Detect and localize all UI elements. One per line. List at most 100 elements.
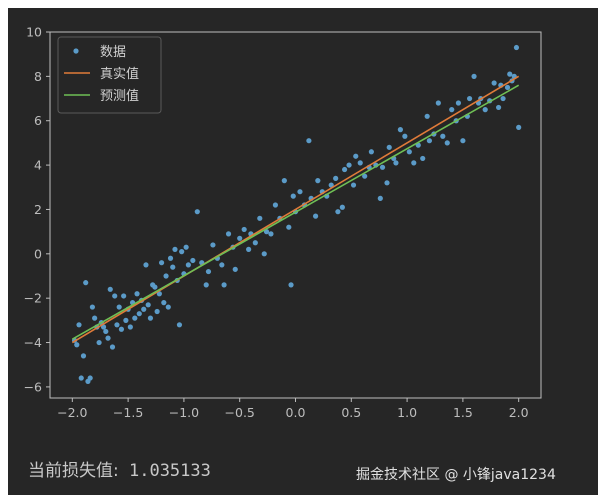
data-point xyxy=(426,138,433,144)
legend-label-data: 数据 xyxy=(100,45,126,60)
x-tick-label: −2.0 xyxy=(57,405,87,420)
data-point xyxy=(185,262,191,268)
data-point xyxy=(353,153,359,159)
data-point xyxy=(444,140,450,146)
data-point xyxy=(368,149,374,155)
data-point xyxy=(83,280,89,286)
loss-readout: 当前损失值: 1.035133 xyxy=(28,456,211,481)
data-point xyxy=(179,249,185,255)
data-point xyxy=(386,144,392,150)
predicted-line xyxy=(71,84,520,340)
data-point xyxy=(306,138,312,144)
x-tick-label: 1.5 xyxy=(453,405,473,420)
watermark: 掘金技术社区 @ 小锋java1234 xyxy=(356,467,556,483)
data-point xyxy=(397,127,403,133)
data-point xyxy=(513,44,520,51)
y-tick-label: 0 xyxy=(34,246,42,261)
y-tick-label: 6 xyxy=(34,113,42,128)
x-axis-ticks: −2.0 −1.5 −1.0 −0.5 0.0 0.5 1.0 1.5 2.0 xyxy=(57,398,529,420)
data-point xyxy=(112,293,118,299)
data-point xyxy=(107,286,113,292)
data-point xyxy=(118,326,125,332)
legend-box xyxy=(57,36,162,114)
data-point xyxy=(495,104,502,111)
data-point xyxy=(74,342,80,348)
legend-label-true: 真实值 xyxy=(100,66,139,82)
y-tick-label: 4 xyxy=(34,158,42,173)
data-point xyxy=(516,124,522,130)
data-point xyxy=(136,311,142,317)
data-point xyxy=(89,304,96,310)
data-point xyxy=(449,107,455,113)
data-point xyxy=(145,302,151,308)
data-point xyxy=(109,344,116,350)
data-point xyxy=(384,180,390,186)
x-tick-label: −0.5 xyxy=(225,405,255,420)
data-point xyxy=(121,293,127,299)
data-point xyxy=(134,291,140,297)
data-point xyxy=(161,300,167,306)
data-point xyxy=(241,226,247,233)
data-point xyxy=(205,268,212,275)
data-point xyxy=(272,202,279,208)
data-point xyxy=(507,71,513,77)
data-point xyxy=(232,266,238,272)
data-point xyxy=(116,304,122,310)
x-tick-label: 1.0 xyxy=(397,405,417,420)
data-point xyxy=(92,315,98,321)
loss-label: 当前损失值: xyxy=(28,461,119,481)
y-tick-label: 10 xyxy=(26,25,42,40)
data-point xyxy=(440,133,446,139)
x-tick-label: 0.5 xyxy=(341,405,361,420)
plot-panel: −6 −4 −2 0 2 4 6 8 10 −2.0 −1.5 −1.0 −0.5 0.0 0.5 1.0 1… xyxy=(8,8,598,495)
data-point xyxy=(163,273,169,279)
data-point xyxy=(156,291,162,297)
y-tick-label: 8 xyxy=(34,69,42,84)
data-point xyxy=(158,260,165,266)
data-point xyxy=(103,328,109,335)
data-point xyxy=(288,282,294,288)
data-point xyxy=(342,166,348,173)
data-point xyxy=(335,209,341,215)
data-point xyxy=(96,339,102,346)
data-point xyxy=(76,322,82,328)
data-point xyxy=(393,160,399,166)
data-point xyxy=(290,193,296,199)
fit-lines xyxy=(71,75,520,344)
data-point xyxy=(455,100,462,106)
data-point xyxy=(170,264,176,270)
y-tick-label: −6 xyxy=(24,379,42,394)
data-point xyxy=(114,322,120,328)
data-point xyxy=(176,322,183,328)
x-tick-label: 0.0 xyxy=(286,405,306,420)
data-point xyxy=(312,213,319,219)
data-point xyxy=(420,155,426,162)
data-point xyxy=(154,308,160,315)
data-point xyxy=(362,173,368,179)
data-point xyxy=(225,231,232,237)
data-point xyxy=(261,251,267,257)
x-tick-label: 2.0 xyxy=(509,405,529,420)
data-point xyxy=(379,164,386,170)
data-point xyxy=(339,204,345,210)
data-point xyxy=(132,315,138,321)
data-point xyxy=(194,209,200,215)
data-point xyxy=(328,182,334,188)
data-point xyxy=(210,242,216,248)
data-point xyxy=(460,138,466,144)
data-point xyxy=(252,240,258,246)
data-point xyxy=(100,324,107,330)
legend: 数据 真实值 预测值 xyxy=(57,36,162,114)
data-point xyxy=(315,178,321,184)
data-point xyxy=(127,324,133,330)
data-point xyxy=(424,113,430,119)
y-tick-label: 2 xyxy=(34,202,42,217)
data-point xyxy=(466,95,473,102)
data-point xyxy=(346,162,352,168)
data-point xyxy=(190,257,196,264)
data-point xyxy=(165,304,171,310)
data-point xyxy=(172,246,178,252)
data-point xyxy=(500,95,506,102)
true-value-line xyxy=(71,75,520,344)
loss-value: 1.035133 xyxy=(128,461,211,481)
